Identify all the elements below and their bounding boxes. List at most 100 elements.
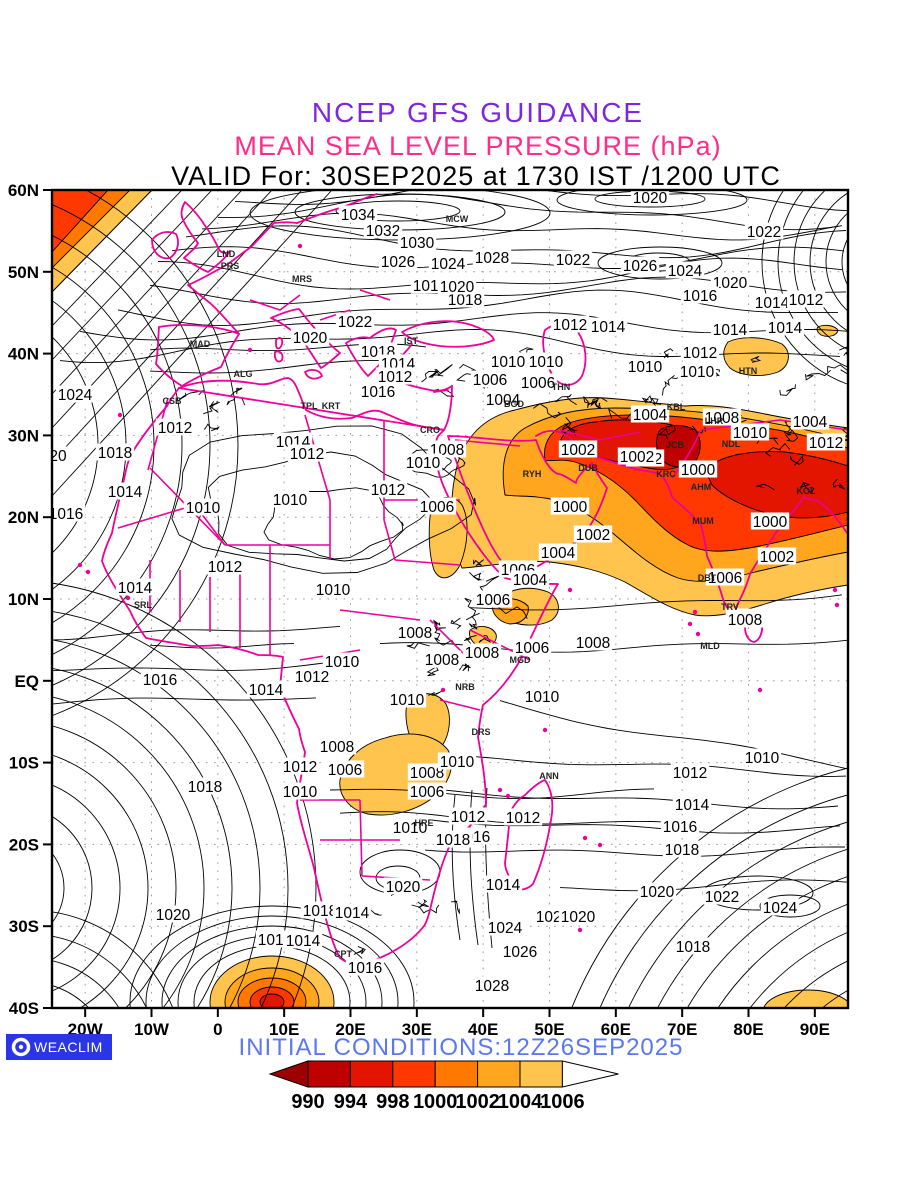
contour-label: 1004 <box>513 572 548 589</box>
contour-label: 1004 <box>793 414 828 431</box>
contour-label-box <box>422 650 462 668</box>
contour-label: 1024 <box>763 900 798 917</box>
contour-label-box <box>417 497 457 515</box>
contour-label: 1012 <box>378 369 412 386</box>
contour-label: 1008 <box>465 645 499 662</box>
contour-label: 1014 <box>486 877 521 894</box>
contour-label: 1008 <box>320 739 354 756</box>
contour-label: 1012 <box>553 317 587 334</box>
contour-label-box <box>390 818 430 836</box>
city-label-srl: SRL <box>134 600 153 610</box>
colorbar-value: 998 <box>376 1091 409 1113</box>
contour-label-box <box>710 273 750 291</box>
contour-label: 1000 <box>681 462 716 479</box>
contour-label-box <box>710 320 750 338</box>
contour-label: 1018 <box>665 842 699 859</box>
contour-label-box <box>290 328 330 346</box>
x-axis-label: 30E <box>402 1020 432 1039</box>
contour-label-box <box>55 385 95 403</box>
contour-label-box <box>300 901 340 919</box>
contour-label: 1018 <box>188 779 222 796</box>
y-axis-label: 10S <box>9 754 39 773</box>
x-axis-label: 80E <box>733 1020 763 1039</box>
contour-label: 1016 <box>683 288 717 305</box>
valid-time-label: VALID For: 30SEP2025 at 1730 IST /1200 U… <box>171 161 781 191</box>
contour-label: 1012 <box>451 809 485 826</box>
contour-label: 1010 <box>745 750 780 767</box>
contour-label-box <box>345 958 385 976</box>
contour-label-box <box>500 942 540 960</box>
contour-label: 1018 <box>676 939 710 956</box>
city-label-cpt: CPT <box>334 949 353 959</box>
city-label-htn: HTN <box>739 366 758 376</box>
contour-label-box <box>287 444 327 462</box>
contour-label: 1028 <box>475 250 509 267</box>
city-label-mgd: MGD <box>510 655 531 665</box>
contour-label: 1014 <box>249 682 284 699</box>
contour-label: 1022 <box>747 224 781 241</box>
watermark-text: WEACLIM <box>34 1039 103 1055</box>
contour-label-box <box>573 525 613 543</box>
x-axis-label: 60E <box>601 1020 631 1039</box>
contour-label-box <box>472 976 512 994</box>
contour-label: 1004 <box>633 407 668 424</box>
contour-label-box <box>378 354 418 372</box>
contour-label-box <box>427 440 467 458</box>
contour-label: 1026 <box>623 258 657 275</box>
contour-label-box <box>503 808 543 826</box>
contour-label: 1010 <box>325 654 360 671</box>
contour-label: 1002 <box>620 449 654 466</box>
contour-label-box <box>757 547 797 565</box>
contour-label: 1010 <box>186 500 221 517</box>
contour-label-box <box>702 887 742 905</box>
contour-label: 1020 <box>386 879 421 896</box>
contour-label-box <box>395 623 435 641</box>
contour-label-box <box>433 830 473 848</box>
y-axis-label: 50N <box>8 263 39 282</box>
contour-label-box <box>363 221 403 239</box>
contour-label: 1014 <box>755 295 790 312</box>
contour-label: 1022 <box>556 252 590 269</box>
contour-label-box <box>790 412 830 430</box>
x-axis-label: 10W <box>134 1020 170 1039</box>
contour-label: 1024 <box>488 920 523 937</box>
contour-label-box <box>470 370 510 388</box>
contour-label-box <box>550 315 590 333</box>
contour-label: 1012 <box>683 345 717 362</box>
city-label-thn: THN <box>552 382 571 392</box>
contour-label: 1006 <box>521 375 555 392</box>
city-label-dub: DUB <box>578 463 598 473</box>
contour-label-box <box>185 777 225 795</box>
city-label-prs: PRS <box>221 261 240 271</box>
contour-label: 1014 <box>108 484 143 501</box>
colorbar-segment <box>519 1060 563 1088</box>
y-axis-label: 30N <box>8 426 39 445</box>
city-label-hre: HRE <box>414 818 433 828</box>
axes: 20W 10W 0 10E 20E 30E 40E 50E 60E 70E 80E 90E60N50N… <box>8 181 830 1039</box>
chart-subtitle: MEAN SEA LEVEL PRESSURE (hPa) <box>234 131 721 161</box>
contour-label: 1034 <box>341 207 376 224</box>
contour-label: 1018 <box>448 292 482 309</box>
contour-label-box <box>270 490 310 508</box>
contour-label-box <box>558 907 598 925</box>
contour-label-box <box>730 423 770 441</box>
contour-label-box <box>246 680 286 698</box>
contour-label-box <box>558 440 598 458</box>
contour-label-box <box>752 293 792 311</box>
contour-label-box <box>437 752 477 770</box>
contour-label-box <box>387 690 427 708</box>
city-label-mrs: MRS <box>292 274 312 284</box>
contour-label-box <box>678 460 718 478</box>
x-axis-label: 70E <box>667 1020 697 1039</box>
contour-label: 1020 <box>713 275 748 292</box>
contour-label-box <box>662 840 702 858</box>
contour-label-box <box>332 903 372 921</box>
city-label-mld: MLD <box>700 641 720 651</box>
contour-label: 1008 <box>728 612 762 629</box>
x-axis-label: 20E <box>335 1020 365 1039</box>
contour-label-box <box>313 580 353 598</box>
contour-label: 1012 <box>371 482 405 499</box>
city-label-lnd: LND <box>217 249 236 259</box>
contour-label: 1014 <box>591 319 626 336</box>
city-label-krt: KRT <box>322 401 341 411</box>
